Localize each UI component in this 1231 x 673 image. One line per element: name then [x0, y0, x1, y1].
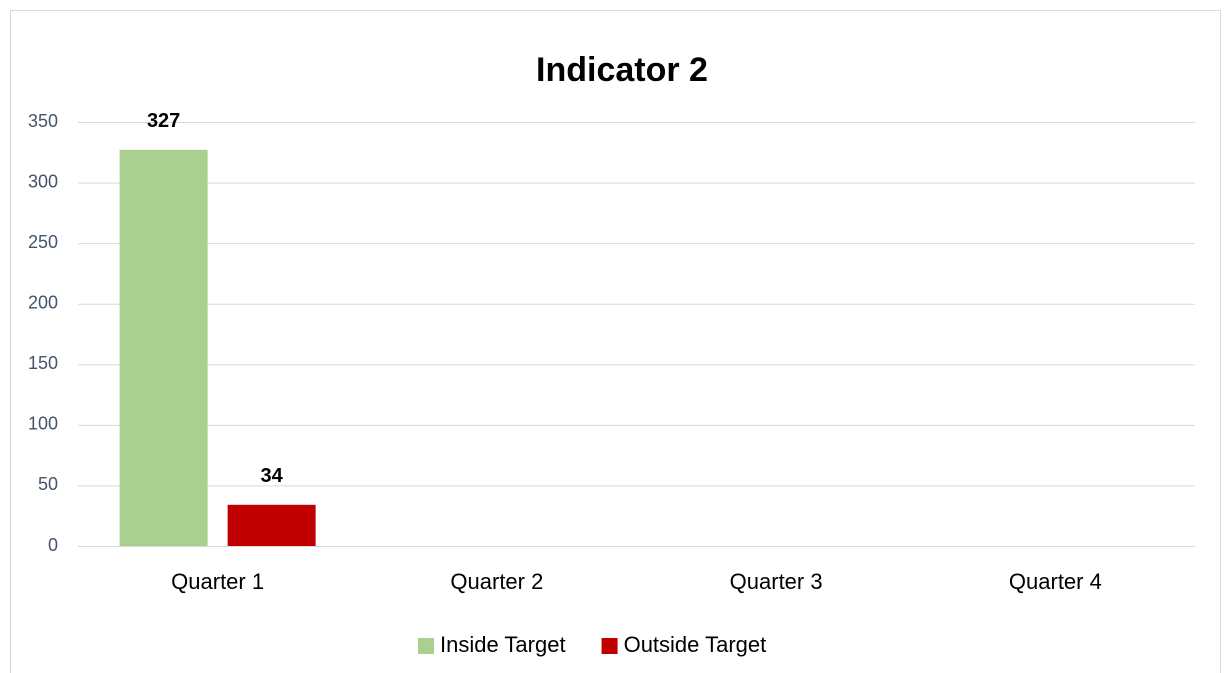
y-tick-label: 350 — [28, 111, 58, 131]
y-tick-label: 150 — [28, 353, 58, 373]
y-tick-label: 50 — [38, 474, 58, 494]
x-tick-label: Quarter 3 — [730, 569, 823, 594]
y-tick-label: 250 — [28, 232, 58, 252]
y-tick-label: 0 — [48, 535, 58, 555]
y-tick-label: 300 — [28, 171, 58, 191]
bar — [119, 149, 208, 546]
x-tick-label: Quarter 2 — [450, 569, 543, 594]
y-tick-label: 200 — [28, 292, 58, 312]
legend-label: Outside Target — [624, 632, 767, 657]
y-tick-label: 100 — [28, 414, 58, 434]
data-label: 327 — [147, 110, 180, 132]
legend-swatch — [418, 638, 434, 654]
legend-label: Inside Target — [440, 632, 566, 657]
bar — [227, 504, 316, 546]
x-tick-label: Quarter 1 — [171, 569, 264, 594]
legend-swatch — [601, 638, 618, 654]
chart-border — [10, 10, 1221, 673]
chart-title: Indicator 2 — [536, 51, 708, 89]
x-tick-label: Quarter 4 — [1009, 569, 1102, 594]
data-label: 34 — [261, 465, 284, 487]
